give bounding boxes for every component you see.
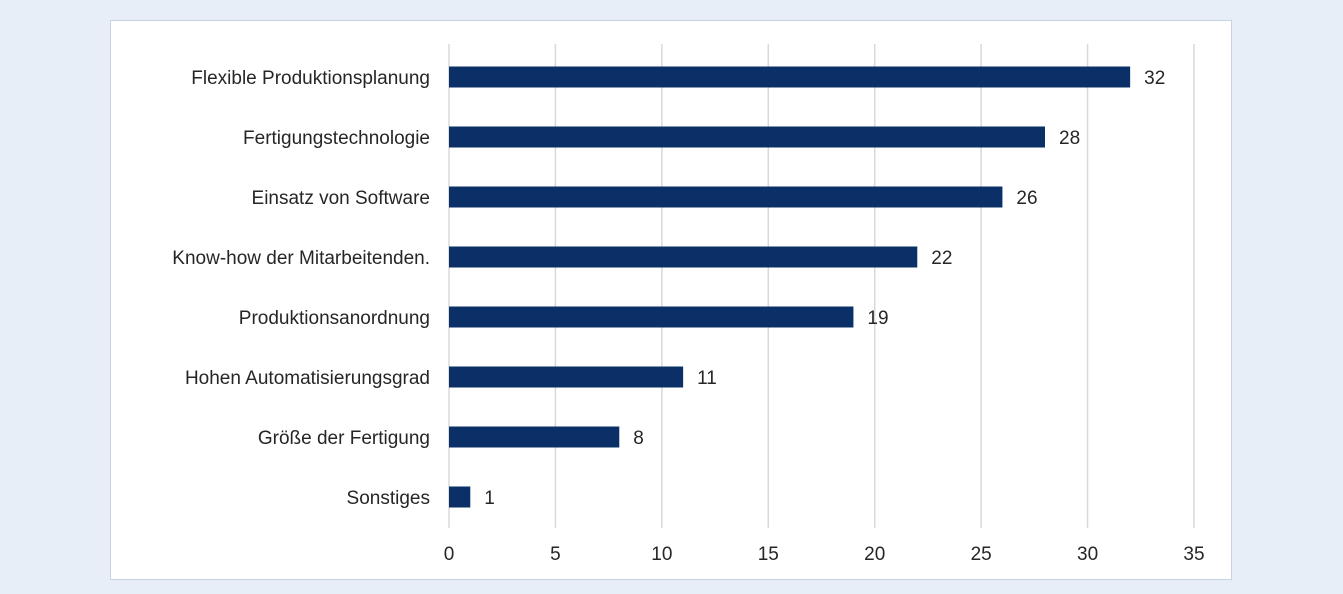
data-label: 19	[867, 308, 888, 329]
category-label: Know-how der Mitarbeitenden.	[172, 248, 430, 269]
x-axis-ticks: 0 5 10 15 20 25 30 35	[444, 544, 1205, 565]
data-label: 1	[484, 488, 495, 509]
category-label: Hohen Automatisierungsgrad	[185, 368, 430, 389]
x-tick-label: 25	[971, 544, 992, 565]
data-labels: 32 28 26 22 19 11 8 1	[484, 68, 1165, 509]
category-label: Sonstiges	[347, 488, 430, 509]
chart-card	[110, 20, 1232, 580]
x-tick-label: 0	[444, 544, 455, 565]
bar	[449, 426, 620, 448]
x-tick-label: 10	[651, 544, 672, 565]
category-label: Produktionsanordnung	[239, 308, 430, 329]
x-tick-label: 5	[550, 544, 561, 565]
bar	[449, 366, 684, 388]
bar	[449, 246, 918, 268]
bar	[449, 306, 854, 328]
category-label: Einsatz von Software	[252, 188, 430, 209]
data-label: 22	[931, 248, 952, 269]
category-labels: Flexible Produktionsplanung Fertigungstec…	[172, 68, 430, 509]
x-tick-label: 15	[758, 544, 779, 565]
bar	[449, 126, 1045, 148]
category-label: Flexible Produktionsplanung	[191, 68, 430, 89]
bar	[449, 186, 1003, 208]
data-label: 32	[1144, 68, 1165, 89]
data-label: 8	[633, 428, 644, 449]
category-label: Fertigungstechnologie	[243, 128, 430, 149]
data-label: 26	[1016, 188, 1037, 209]
bar	[449, 486, 471, 508]
grid-lines	[448, 44, 1195, 528]
category-label: Größe der Fertigung	[258, 428, 430, 449]
bars	[449, 66, 1131, 508]
x-tick-label: 35	[1183, 544, 1204, 565]
data-label: 28	[1059, 128, 1080, 149]
data-label: 11	[697, 368, 717, 389]
x-tick-label: 20	[864, 544, 885, 565]
bar	[449, 66, 1131, 88]
x-tick-label: 30	[1077, 544, 1098, 565]
